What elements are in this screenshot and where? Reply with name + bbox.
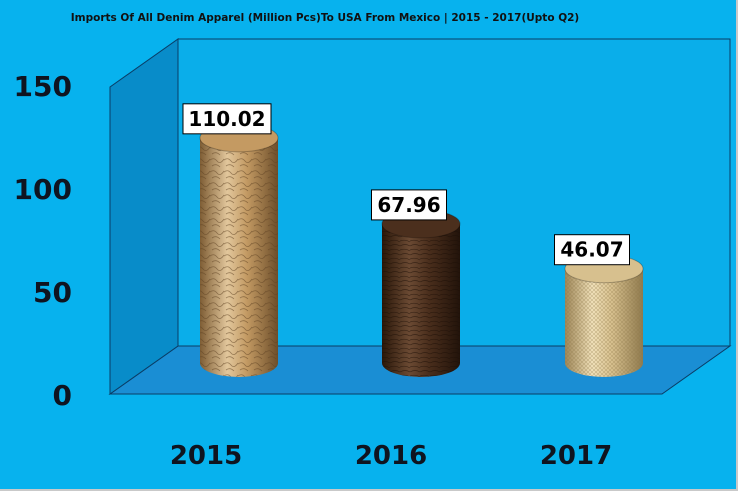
bar: 67.96 <box>371 189 461 377</box>
data-label: 67.96 <box>377 193 440 217</box>
y-tick-label: 150 <box>14 70 72 103</box>
data-label: 110.02 <box>188 107 265 131</box>
bar: 110.02 <box>182 103 279 377</box>
data-label: 46.07 <box>560 238 623 262</box>
y-tick-label: 100 <box>14 173 72 206</box>
x-tick-label: 2017 <box>540 441 612 471</box>
side-wall <box>109 38 179 395</box>
chart-title: Imports Of All Denim Apparel (Million Pc… <box>70 12 580 24</box>
x-tick-label: 2015 <box>170 441 242 471</box>
bar: 46.07 <box>554 234 644 377</box>
x-tick-label: 2016 <box>355 441 427 471</box>
bar-texture <box>565 268 643 377</box>
y-tick-label: 0 <box>53 379 72 412</box>
bar-texture <box>200 137 278 377</box>
data-label-box <box>371 189 447 221</box>
data-label-box <box>554 234 630 266</box>
x-axis-ticks: 2015 2016 2017 <box>170 441 612 471</box>
bar-texture <box>382 223 460 377</box>
data-label-box <box>182 103 272 135</box>
y-tick-label: 50 <box>33 276 72 309</box>
y-axis-ticks: 0 50 100 150 <box>14 70 72 412</box>
